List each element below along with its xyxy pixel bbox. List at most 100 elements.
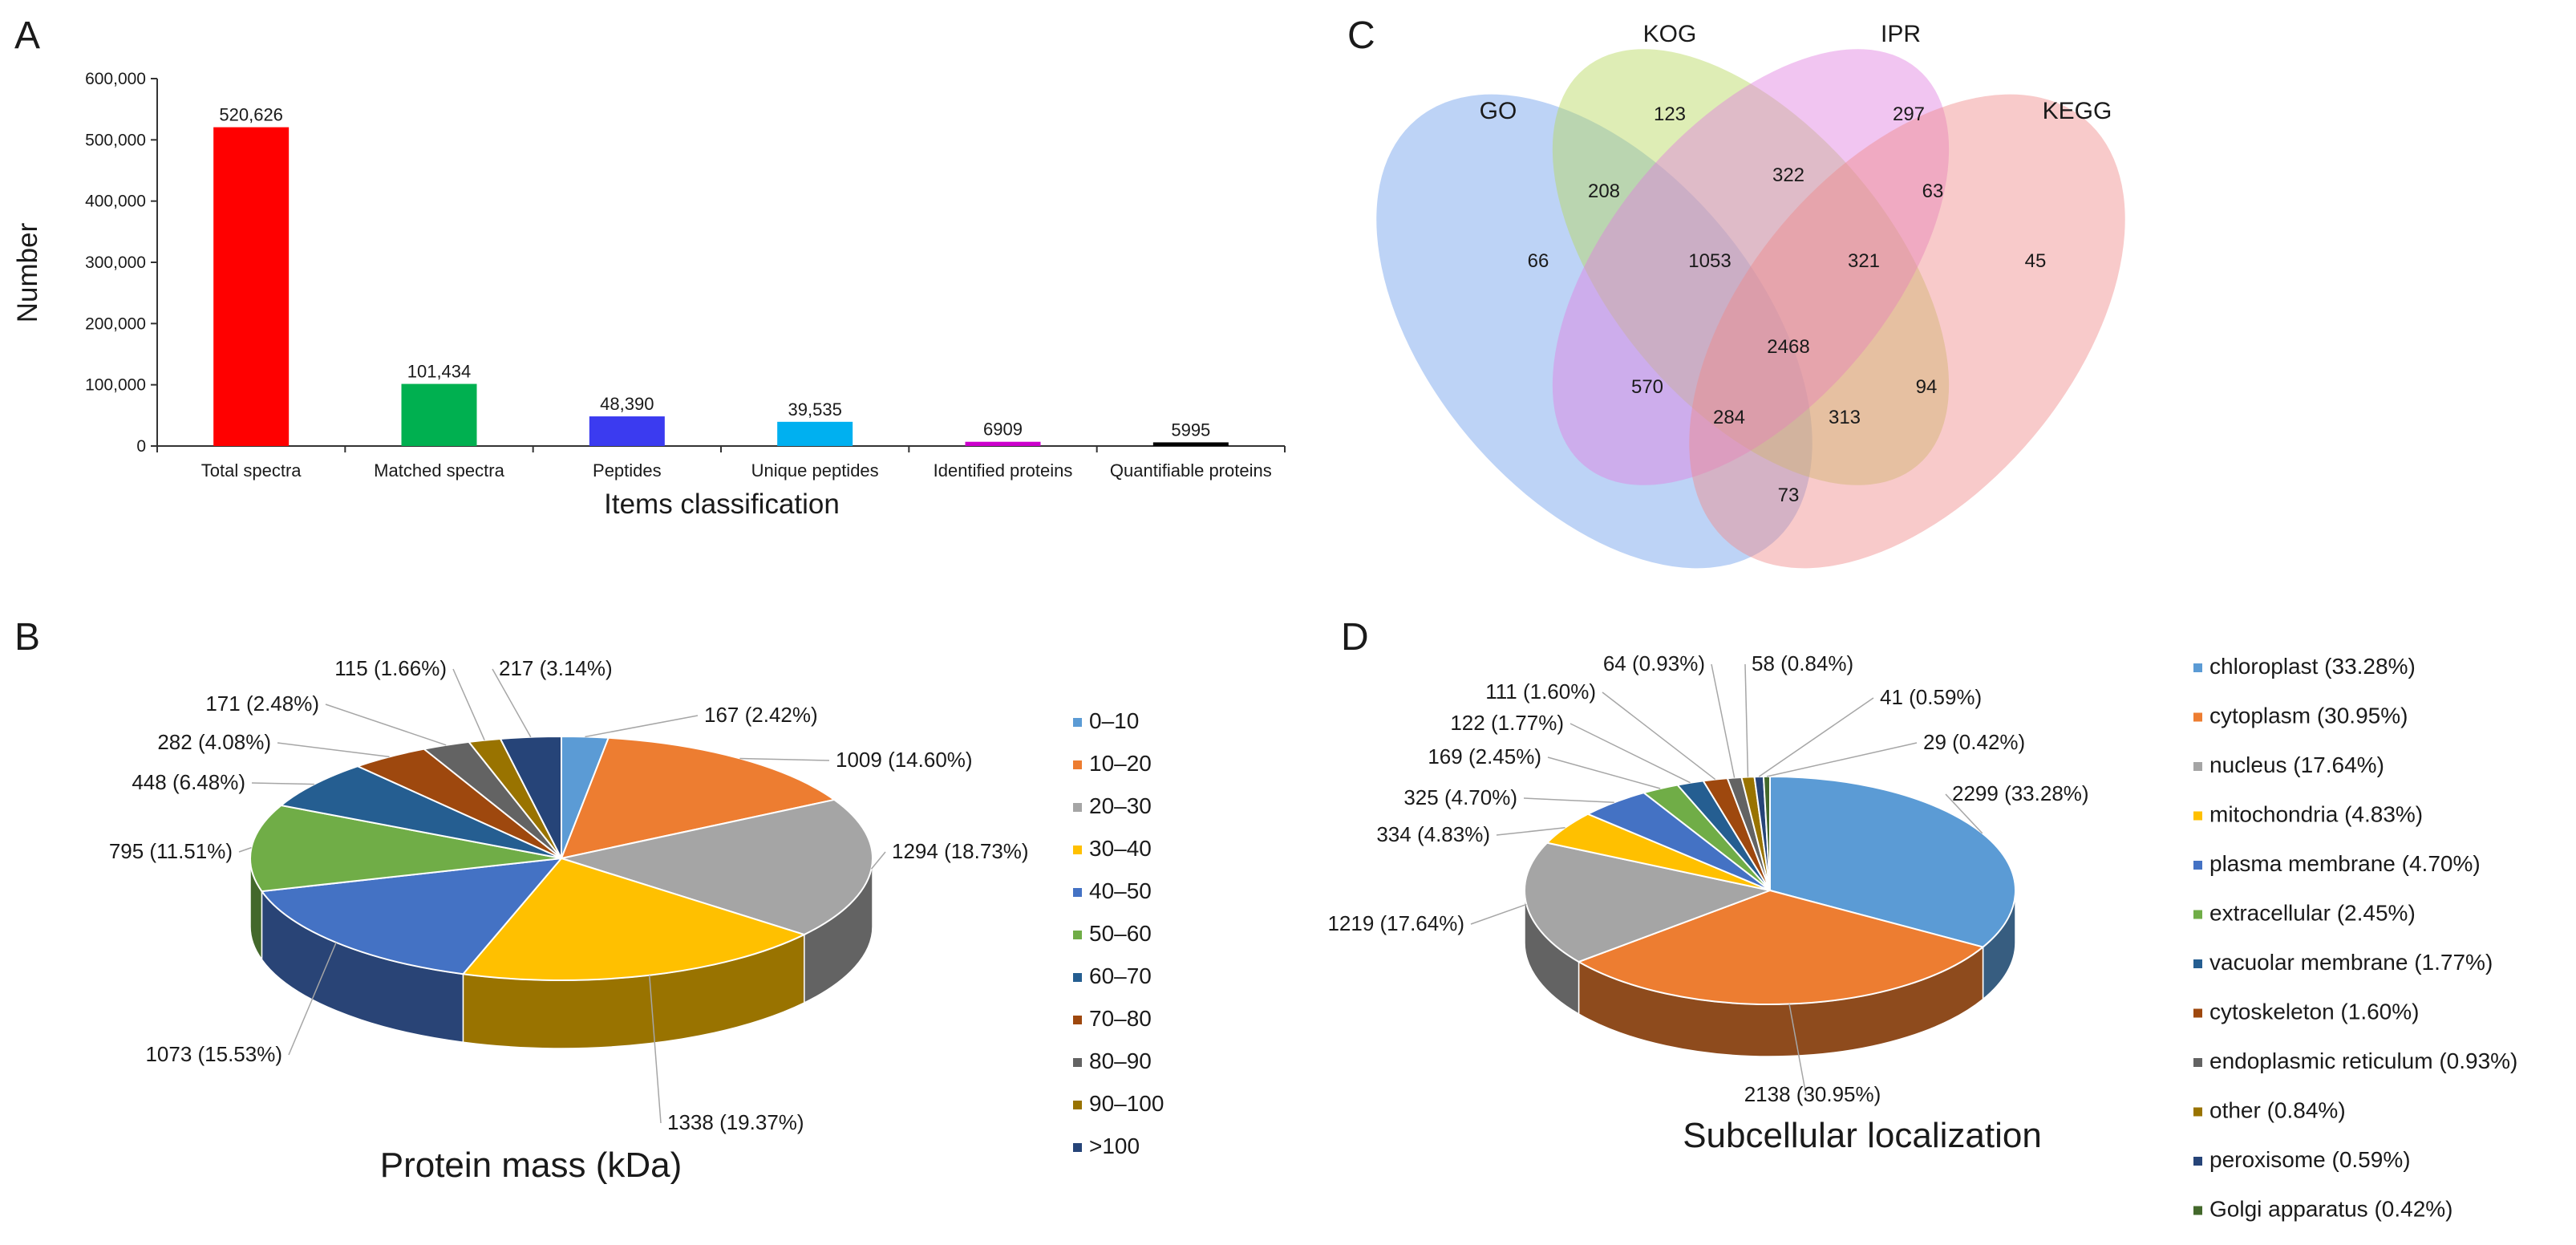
pie-d-title: Subcellular localization xyxy=(1683,1116,2042,1155)
venn-set-label: IPR xyxy=(1881,21,1921,47)
legend-label: 90–100 xyxy=(1089,1091,1164,1116)
pie-data-label: 171 (2.48%) xyxy=(205,691,319,716)
pie-data-label: 2299 (33.28%) xyxy=(1952,781,2089,805)
bar-value-label: 6909 xyxy=(983,420,1023,440)
leader-line xyxy=(492,668,532,738)
pie-data-label: 1338 (19.37%) xyxy=(667,1110,804,1134)
y-tick-label: 200,000 xyxy=(85,314,146,333)
leader-line xyxy=(1496,827,1565,836)
x-tick-label: Identified proteins xyxy=(934,460,1073,481)
pie-slice xyxy=(499,735,562,859)
pie-b-title: Protein mass (kDa) xyxy=(380,1146,682,1185)
legend-label: vacuolar membrane (1.77%) xyxy=(2209,950,2493,975)
y-tick-label: 0 xyxy=(136,437,146,456)
legend-swatch xyxy=(1073,931,1082,939)
legend-swatch xyxy=(1073,846,1082,854)
bar xyxy=(589,416,665,446)
legend-swatch xyxy=(2193,811,2202,821)
y-tick-label: 100,000 xyxy=(85,376,146,395)
pie-data-label: 1009 (14.60%) xyxy=(836,748,973,772)
venn-region-count: 321 xyxy=(1848,250,1880,272)
venn-set-label: GO xyxy=(1480,98,1517,124)
legend-swatch xyxy=(2193,910,2202,919)
y-tick-label: 300,000 xyxy=(85,253,146,272)
panel-letter-a: A xyxy=(14,14,40,57)
legend-label: other (0.84%) xyxy=(2209,1098,2346,1123)
legend-swatch xyxy=(1073,973,1082,982)
leader-line xyxy=(739,757,830,761)
legend-label: 50–60 xyxy=(1089,921,1152,946)
pie-data-label: 325 (4.70%) xyxy=(1403,785,1517,809)
pie-data-label: 64 (0.93%) xyxy=(1603,651,1705,675)
legend-swatch xyxy=(1073,888,1082,897)
pie-data-label: 115 (1.66%) xyxy=(334,656,447,680)
legend-swatch xyxy=(1073,1016,1082,1024)
legend-label: nucleus (17.64%) xyxy=(2209,752,2384,777)
legend-label: 60–70 xyxy=(1089,963,1152,988)
legend-label: chloroplast (33.28%) xyxy=(2209,654,2416,679)
venn-diagram: GO KOG IPR KEGG 66 123 297 45 208 322 63 1053 321 246… xyxy=(1376,21,2125,569)
pie-data-label: 1294 (18.73%) xyxy=(892,839,1029,863)
venn-region-count: 66 xyxy=(1528,250,1549,272)
pie-data-label: 111 (1.60%) xyxy=(1485,679,1596,704)
legend-swatch xyxy=(2193,1206,2202,1215)
pie-data-label: 58 (0.84%) xyxy=(1752,651,1853,675)
pie-data-label: 41 (0.59%) xyxy=(1880,685,1982,709)
venn-region-count: 284 xyxy=(1713,407,1745,428)
pie-data-label: 334 (4.83%) xyxy=(1376,822,1490,846)
pie-data-label: 282 (4.08%) xyxy=(157,730,271,754)
leader-line xyxy=(238,846,252,853)
pie-data-label: 2138 (30.95%) xyxy=(1744,1082,1881,1106)
venn-region-count: 208 xyxy=(1588,180,1620,202)
bar-value-label: 48,390 xyxy=(600,394,654,414)
leader-line xyxy=(288,942,337,1056)
pie-slice xyxy=(1577,889,1985,1005)
legend-label: peroxisome (0.59%) xyxy=(2209,1147,2411,1172)
legend-label: 40–50 xyxy=(1089,878,1152,903)
x-axis-title: Items classification xyxy=(604,489,840,520)
venn-region-count: 123 xyxy=(1654,103,1686,125)
leader-line xyxy=(1602,691,1716,781)
legend-swatch xyxy=(2193,1058,2202,1067)
bar xyxy=(213,127,290,447)
legend-swatch xyxy=(2193,663,2202,672)
leader-line xyxy=(452,668,485,741)
x-tick-label: Peptides xyxy=(593,460,662,481)
leader-line xyxy=(870,851,886,870)
venn-region-count: 2468 xyxy=(1767,336,1809,358)
pie-data-label: 795 (11.51%) xyxy=(109,839,233,863)
pie-slice xyxy=(461,857,807,981)
bar xyxy=(965,441,1041,446)
venn-region-count: 45 xyxy=(2025,250,2047,272)
y-axis-title: Number xyxy=(12,222,43,322)
leader-line xyxy=(1470,903,1527,925)
legend-swatch xyxy=(1073,1143,1082,1152)
bar xyxy=(777,421,853,446)
legend-swatch xyxy=(1073,1101,1082,1109)
legend-label: 10–20 xyxy=(1089,751,1152,776)
legend-label: cytoskeleton (1.60%) xyxy=(2209,1000,2419,1024)
venn-set-ellipse xyxy=(1376,94,1813,569)
pie-data-label: 1219 (17.64%) xyxy=(1327,911,1464,935)
leader-line xyxy=(1744,663,1749,777)
leader-line xyxy=(649,975,662,1124)
y-tick-label: 400,000 xyxy=(85,193,146,211)
legend-label: 30–40 xyxy=(1089,836,1152,861)
venn-set-ellipse xyxy=(1552,49,1950,485)
legend-label: cytoplasm (30.95%) xyxy=(2209,704,2408,728)
pie-slice xyxy=(260,857,564,975)
legend-swatch xyxy=(2193,1008,2202,1018)
leader-line xyxy=(1945,793,1983,834)
legend-swatch xyxy=(1073,1058,1082,1067)
venn-region-count: 1053 xyxy=(1688,250,1731,272)
venn-region-count: 94 xyxy=(1916,376,1938,398)
leader-line xyxy=(1711,663,1736,778)
venn-region-count: 63 xyxy=(1922,180,1944,202)
x-tick-label: Quantifiable proteins xyxy=(1110,460,1272,481)
leader-line xyxy=(277,742,390,758)
leader-line xyxy=(1547,756,1661,789)
protein-mass-pie: Protein mass (kDa) 167 (2.42%) 1009 (14.6… xyxy=(109,656,1164,1185)
bar-value-label: 39,535 xyxy=(788,399,842,420)
venn-region-count: 322 xyxy=(1772,164,1804,186)
